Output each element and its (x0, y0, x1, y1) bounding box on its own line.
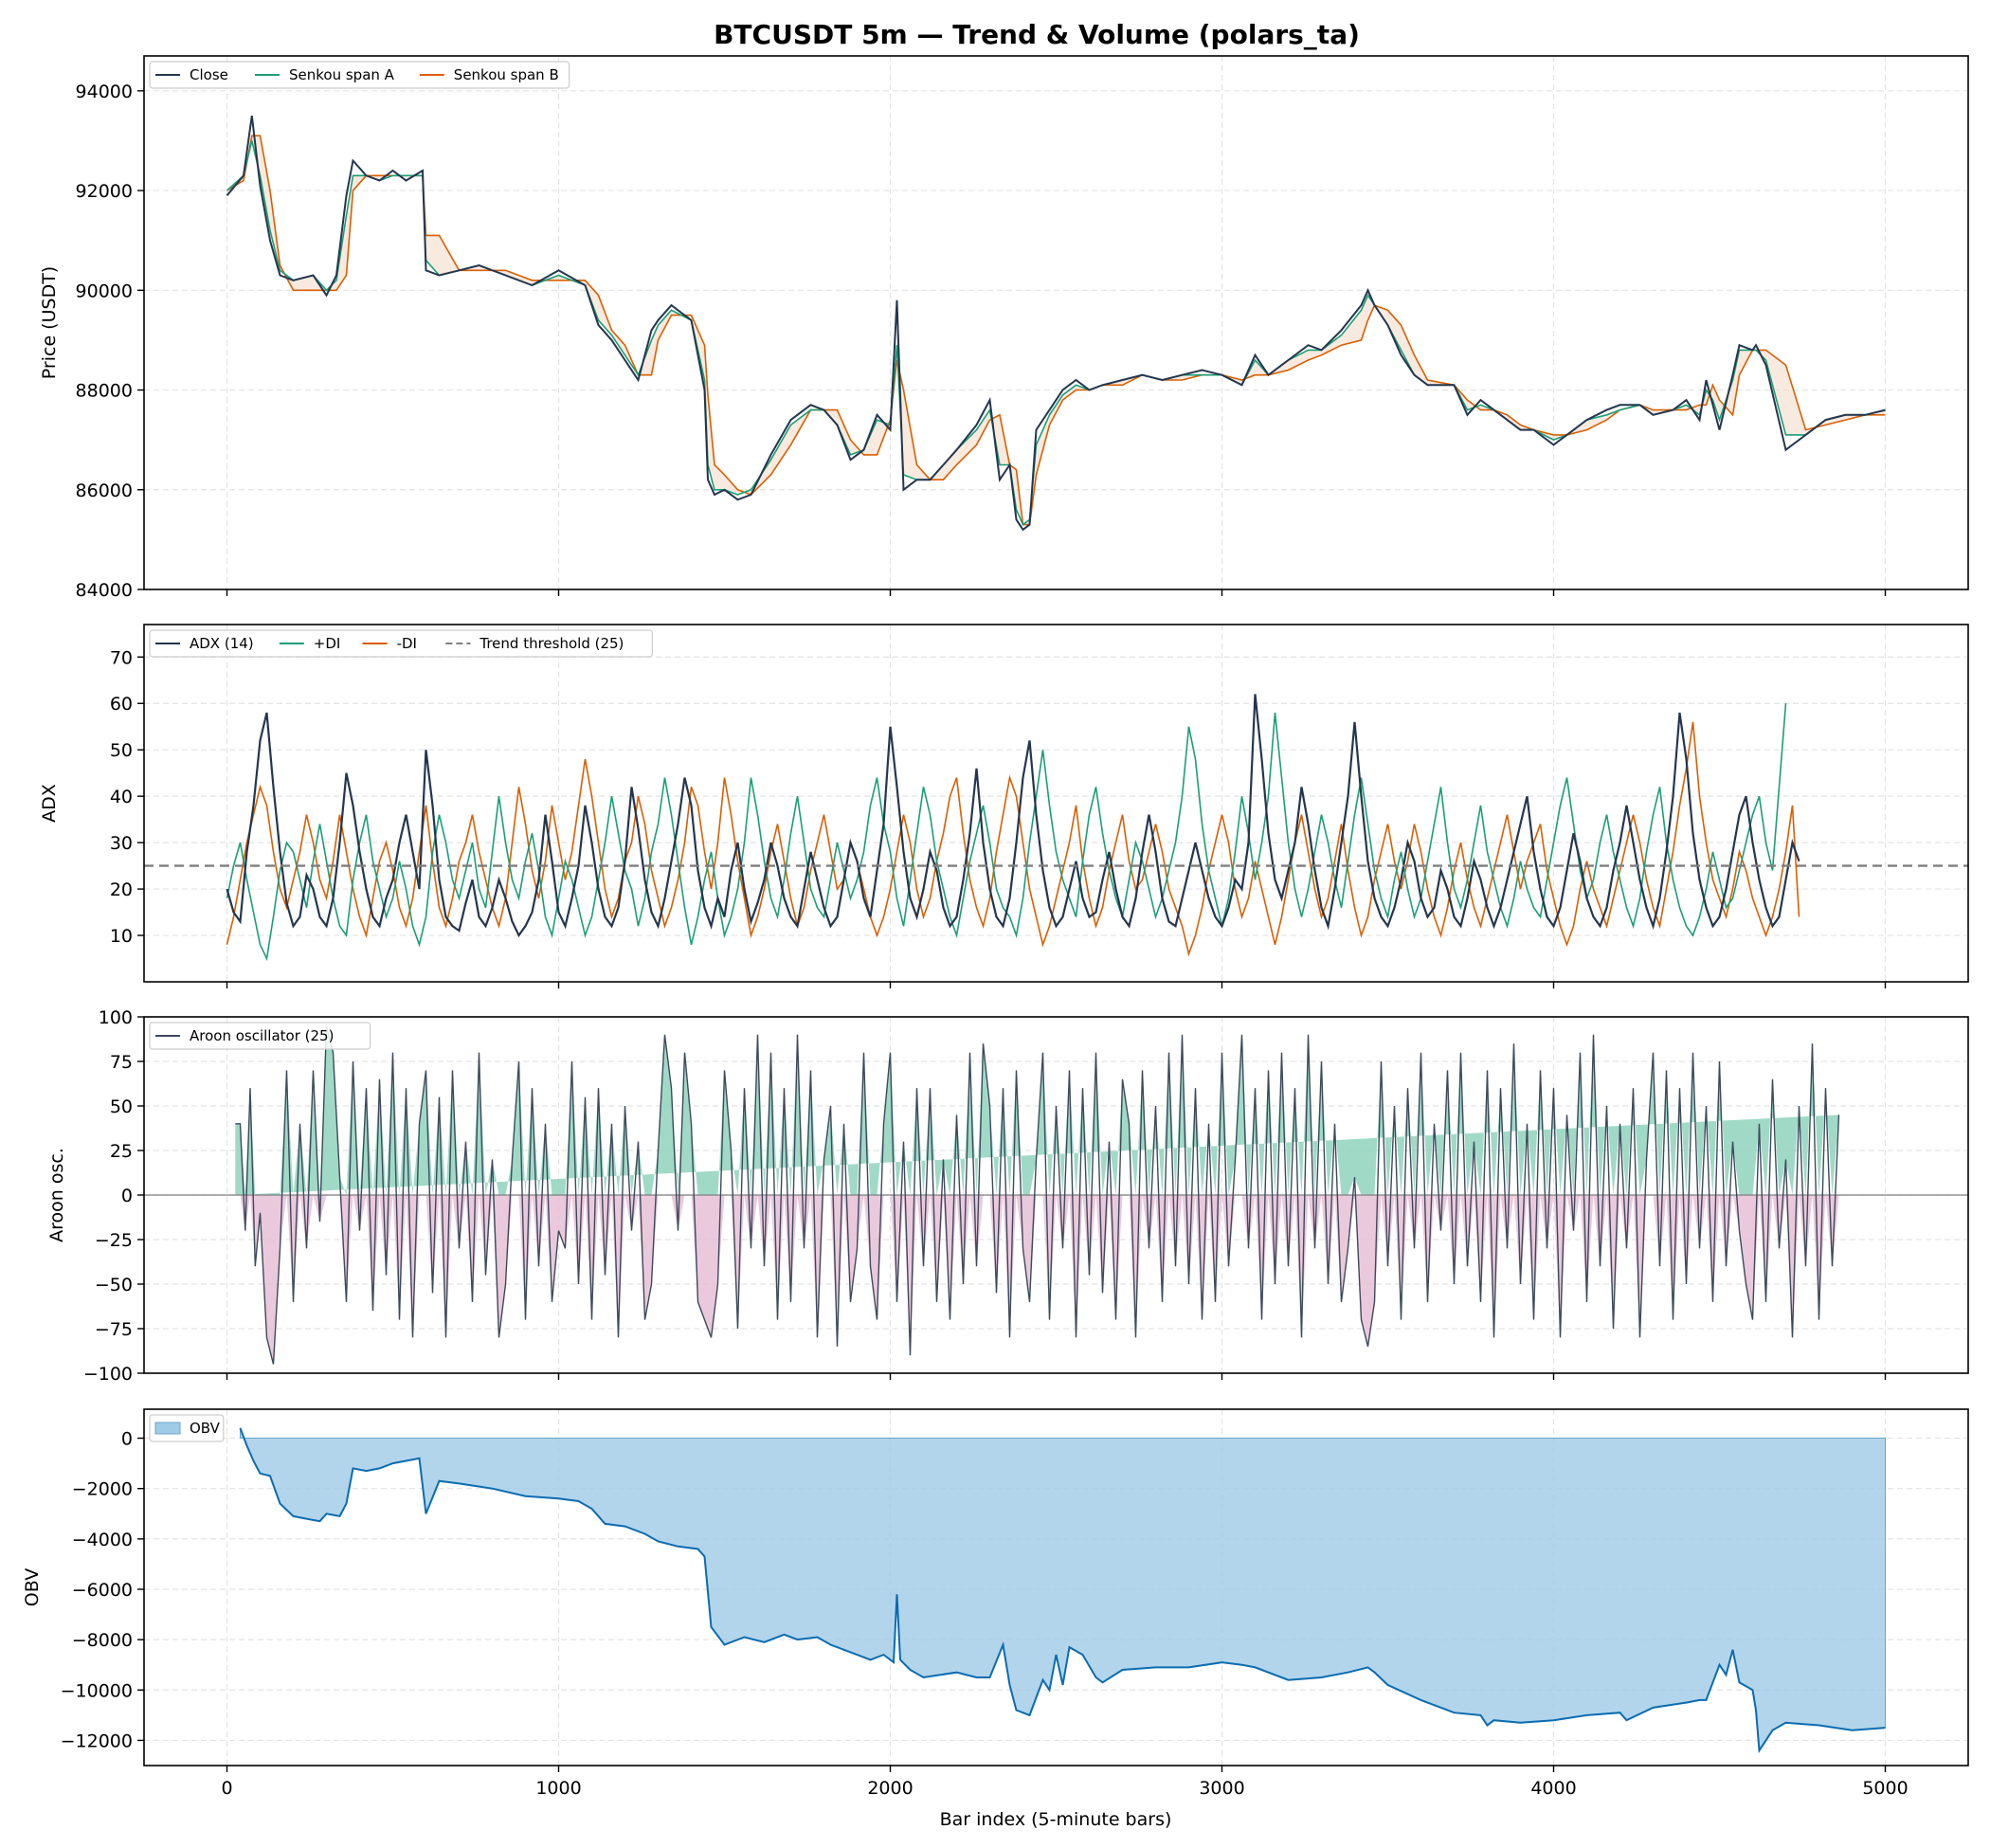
legend-entry: ADX (14) (190, 635, 254, 652)
y-tick-label: 10 (110, 926, 133, 947)
aroon-data (144, 1025, 1968, 1365)
panels: 84000 86000 88000 90000 92000 94000 Price (USD… (22, 55, 1969, 1799)
y-tick-label: 0 (121, 1186, 133, 1206)
price-y-axis-label: Price (USDT) (39, 266, 60, 379)
legend-entry: OBV (190, 1420, 221, 1437)
adx-y-axis-label: ADX (39, 784, 60, 823)
obv-data (239, 1427, 1886, 1754)
price-frame (143, 55, 1969, 590)
y-tick-label: 70 (110, 647, 133, 668)
obv-y-axis-label: OBV (22, 1568, 43, 1606)
adx-data (144, 694, 1968, 962)
adx-frame (143, 624, 1969, 983)
senkou-span-b-line (226, 135, 1886, 526)
obv-panel: −12000 −10000 −8000 −6000 −4000 −2000 0 0 1000 20… (22, 1408, 1969, 1799)
close-line (226, 115, 1886, 532)
obv-frame (143, 1408, 1969, 1766)
obv-line (239, 1427, 1886, 1754)
aroon-positive-fill (235, 1025, 1839, 1195)
obv-legend: OBV (149, 1414, 225, 1442)
y-tick-label: 0 (121, 1429, 133, 1450)
y-tick-label: 60 (110, 694, 133, 715)
y-tick-label: 40 (110, 787, 133, 807)
aroon-y-axis-label: Aroon osc. (46, 1148, 67, 1242)
y-tick-label: −4000 (72, 1530, 133, 1550)
adx-grid (144, 625, 1968, 982)
legend-entry: Close (190, 66, 228, 83)
legend-swatch (154, 1422, 181, 1435)
aroon-panel: −100 −75 −50 −25 0 25 50 75 100 Aroon osc. Aroon o… (46, 1007, 1969, 1385)
legend-entry: Senkou span B (454, 66, 559, 83)
y-tick-label: 75 (110, 1052, 133, 1073)
y-tick-label: 50 (110, 740, 133, 761)
y-tick-label: 88000 (76, 381, 133, 402)
y-tick-label: 92000 (76, 181, 133, 202)
y-tick-label: −10000 (61, 1680, 133, 1701)
y-tick-label: 20 (110, 879, 133, 900)
x-tick-label: 1000 (535, 1778, 581, 1799)
legend-entry: Aroon oscillator (25) (190, 1027, 334, 1044)
adx-panel: 10 20 30 40 50 60 70 ADX ADX (14) +DI -DI Trend thr… (39, 624, 1969, 988)
legend-entry: Trend threshold (25) (479, 635, 624, 652)
aroon-legend: Aroon oscillator (25) (149, 1022, 371, 1050)
minus-di-line (226, 721, 1800, 957)
y-tick-label: −6000 (72, 1580, 133, 1601)
y-tick-label: 84000 (76, 580, 133, 601)
x-axis-label: Bar index (5-minute bars) (940, 1809, 1172, 1830)
y-tick-label: 100 (99, 1007, 133, 1028)
legend-box (149, 1414, 225, 1442)
y-tick-label: −12000 (61, 1730, 133, 1751)
y-tick-label: 94000 (76, 82, 133, 102)
y-tick-label: −25 (95, 1230, 133, 1251)
y-tick-label: 90000 (76, 281, 133, 301)
figure-title: BTCUSDT 5m — Trend & Volume (polars_ta) (714, 19, 1360, 50)
y-tick-label: −8000 (72, 1630, 133, 1651)
adx-legend: ADX (14) +DI -DI Trend threshold (25) (149, 629, 654, 658)
adx-line (226, 694, 1800, 938)
legend-entry: Senkou span A (289, 66, 395, 83)
y-tick-label: 50 (110, 1096, 133, 1117)
aroon-line (235, 1025, 1840, 1365)
x-tick-label: 2000 (867, 1778, 913, 1799)
legend-box (149, 61, 570, 89)
y-tick-label: 86000 (76, 480, 133, 501)
price-data (226, 115, 1886, 532)
x-tick-label: 4000 (1530, 1778, 1576, 1799)
x-tick-label: 5000 (1862, 1778, 1908, 1799)
y-tick-label: 30 (110, 833, 133, 854)
legend-box (149, 629, 654, 658)
aroon-negative-fill (235, 1195, 1839, 1365)
price-grid (144, 56, 1968, 590)
x-tick-label: 3000 (1199, 1778, 1244, 1799)
x-tick-label: 0 (221, 1778, 232, 1799)
legend-box (149, 1022, 371, 1050)
y-tick-label: −50 (95, 1275, 133, 1295)
y-tick-label: −75 (95, 1319, 133, 1340)
legend-entry: -DI (397, 635, 417, 652)
y-tick-label: −100 (83, 1364, 133, 1385)
price-legend: Close Senkou span A Senkou span B (149, 61, 570, 89)
y-tick-label: 25 (110, 1141, 133, 1162)
price-panel: 84000 86000 88000 90000 92000 94000 Price (USD… (39, 55, 1969, 601)
legend-entry: +DI (314, 635, 341, 652)
y-tick-label: −2000 (72, 1479, 133, 1500)
